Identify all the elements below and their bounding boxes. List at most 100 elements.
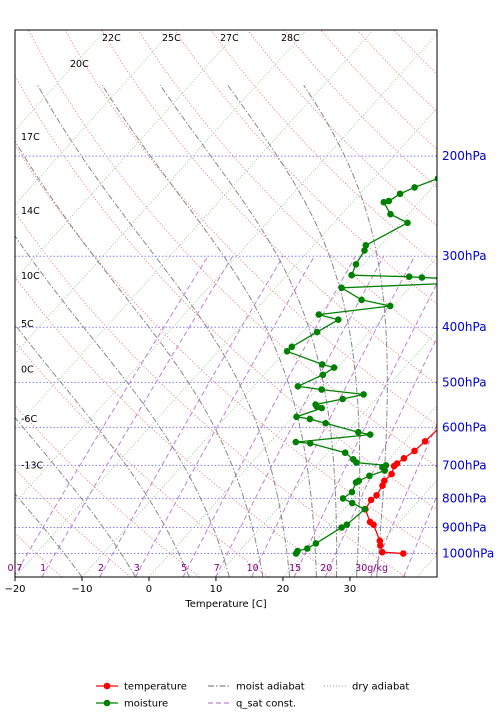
moist-adiabat-line — [227, 84, 361, 577]
legend-marker — [103, 682, 111, 690]
moisture-point — [339, 395, 346, 403]
moisture-point — [396, 190, 404, 198]
moisture-point — [355, 428, 362, 436]
moisture-point — [304, 545, 311, 552]
moisture-point — [294, 547, 301, 555]
dry-adiabat-label: -6C — [21, 414, 37, 425]
dry-adiabat-label: 27C — [220, 33, 239, 44]
temperature-point — [472, 339, 479, 346]
dry-adiabat-line — [15, 30, 307, 355]
pressure-label: 700hPa — [442, 458, 487, 472]
temperature-point — [367, 496, 375, 504]
moisture-point — [283, 348, 291, 355]
moisture-point — [443, 280, 450, 287]
temperature-point — [447, 407, 454, 414]
x-tick-label: 10 — [210, 584, 223, 595]
moisture-point — [319, 371, 327, 379]
moisture-point — [418, 274, 426, 281]
legend-label: temperature — [124, 682, 187, 693]
pressure-label: 200hPa — [442, 149, 487, 163]
dry-adiabat-line — [28, 30, 437, 468]
qsat-label: 7 — [214, 563, 220, 574]
temperature-point — [478, 313, 485, 320]
legend-marker — [103, 699, 111, 707]
plot-frame — [14, 29, 438, 578]
pressure-label: 900hPa — [442, 520, 487, 534]
moisture-point — [439, 173, 446, 180]
moisture-point — [385, 197, 393, 205]
legend: temperature moisture moist adiabat q_sat co… — [96, 682, 409, 710]
legend-item: moist adiabat — [208, 682, 305, 693]
qsat-label: 2 — [98, 563, 104, 574]
moisture-point — [350, 456, 357, 463]
dry-adiabat-line — [15, 30, 374, 429]
dry-adiabat-line — [15, 144, 437, 554]
legend-item: dry adiabat — [324, 682, 409, 693]
temperature-point — [388, 470, 395, 478]
x-tick-label: 0 — [146, 584, 152, 595]
moisture-point — [293, 413, 300, 421]
x-tick-label: −20 — [4, 584, 25, 595]
moisture-point — [355, 477, 363, 485]
moist-adiabat-line — [15, 235, 230, 577]
moisture-point — [338, 284, 345, 292]
qsat-line — [324, 336, 437, 577]
legend-item: q_sat const. — [208, 699, 296, 710]
moisture-point — [361, 247, 368, 254]
legend-label: moist adiabat — [236, 682, 305, 693]
qsat-line — [485, 256, 504, 577]
dry-adiabat-line — [174, 30, 437, 305]
dry-adiabat-line — [15, 404, 200, 577]
moisture-point — [315, 311, 323, 318]
moisture-point — [335, 316, 342, 324]
temperature-point — [411, 447, 418, 455]
qsat-line — [135, 255, 315, 577]
moisture-point — [330, 364, 338, 371]
dry-adiabat-line — [15, 30, 240, 281]
dry-adiabat-label: 5C — [21, 319, 34, 330]
moisture-point — [338, 524, 345, 531]
moisture-point — [339, 495, 347, 502]
dry-adiabat-label: 25C — [162, 33, 181, 44]
temperature-point — [469, 353, 476, 360]
moisture-point — [312, 540, 320, 547]
qsat-label: 0.7 — [7, 563, 22, 574]
moisture-point — [380, 198, 388, 206]
dry-adiabat-label: 10C — [21, 271, 40, 282]
moist-adiabat-line — [159, 84, 338, 577]
dry-adiabat-label: 22C — [102, 33, 121, 44]
qsat-label: 5 — [181, 563, 187, 574]
temperature-point — [421, 438, 429, 445]
moisture-point — [341, 449, 349, 457]
moisture-point — [318, 386, 325, 393]
moisture-point — [434, 175, 437, 182]
pressure-label: 600hPa — [442, 420, 487, 434]
moisture-point — [306, 415, 314, 423]
dry-adiabat-line — [15, 276, 338, 577]
pressure-label: 1000hPa — [442, 546, 494, 560]
x-tick-label: 30 — [344, 584, 357, 595]
dry-adiabat-line — [81, 181, 437, 577]
temperature-point — [393, 460, 401, 467]
reference-lines — [15, 30, 504, 577]
moisture-point — [348, 488, 356, 496]
dry-adiabat-line — [215, 330, 437, 577]
qsat-label: 10 — [247, 563, 259, 574]
dry-adiabat-line — [148, 256, 437, 577]
moist-adiabat-line — [15, 416, 137, 577]
moisture-point — [361, 505, 369, 513]
moisture-point — [366, 472, 373, 480]
moisture-point — [404, 219, 411, 227]
dry-adiabat-line — [15, 32, 437, 504]
dry-adiabat-line — [15, 468, 131, 577]
moisture-point — [294, 383, 302, 390]
dry-adiabat-line — [15, 340, 269, 577]
moist-adiabat-line — [15, 323, 190, 577]
dry-adiabat-line — [64, 30, 437, 426]
moisture-point — [306, 440, 314, 447]
legend-item: moisture — [96, 699, 168, 710]
temperature-point — [400, 550, 407, 557]
temperature-point — [366, 518, 374, 526]
temperature-point — [471, 348, 478, 355]
